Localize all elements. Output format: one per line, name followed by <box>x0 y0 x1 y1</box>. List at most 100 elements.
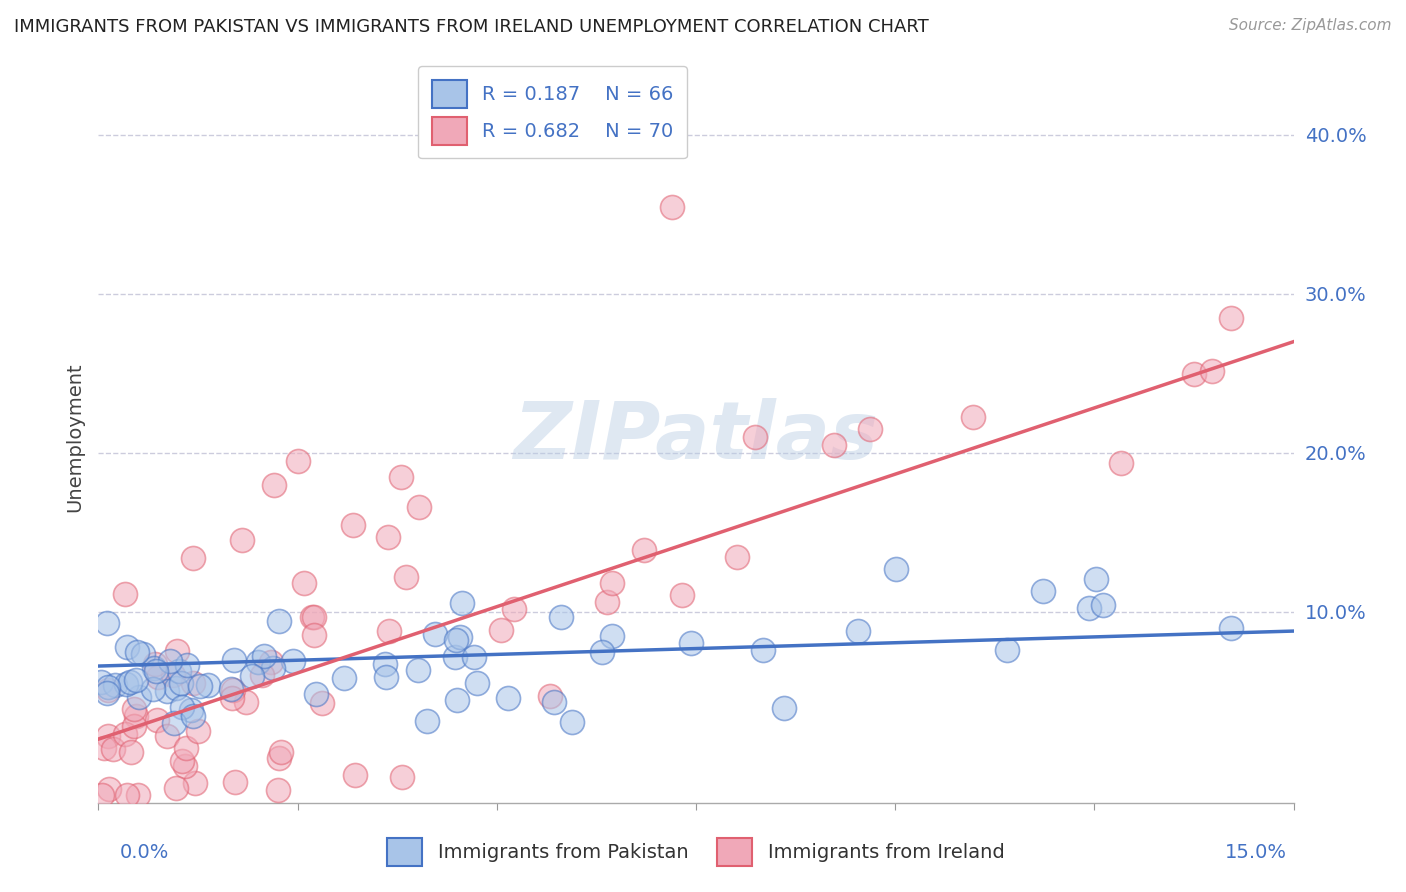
Point <box>344 768 367 782</box>
Point <box>97 683 120 698</box>
Point <box>250 668 273 682</box>
Point <box>374 657 396 672</box>
Point <box>125 673 148 687</box>
Point <box>114 727 136 741</box>
Point <box>600 576 623 591</box>
Point <box>183 676 205 690</box>
Point <box>122 702 145 716</box>
Point <box>270 745 292 759</box>
Y-axis label: Unemployment: Unemployment <box>66 362 84 512</box>
Point <box>253 649 276 664</box>
Point <box>408 500 430 515</box>
Point <box>176 658 198 673</box>
Point <box>262 661 284 675</box>
Point <box>170 754 193 768</box>
Point <box>224 775 246 789</box>
Point <box>167 664 190 678</box>
Point <box>162 668 184 682</box>
Point <box>391 771 413 785</box>
Point <box>156 729 179 743</box>
Point <box>463 650 485 665</box>
Point <box>114 677 136 691</box>
Point <box>281 654 304 668</box>
Point <box>304 628 326 642</box>
Point <box>591 645 613 659</box>
Text: Source: ZipAtlas.com: Source: ZipAtlas.com <box>1229 18 1392 33</box>
Point <box>1092 598 1115 612</box>
Point <box>145 665 167 679</box>
Point <box>491 623 513 637</box>
Point <box>305 687 328 701</box>
Point <box>377 530 399 544</box>
Point <box>231 533 253 548</box>
Point <box>1219 310 1241 325</box>
Point <box>962 409 984 424</box>
Point <box>596 595 619 609</box>
Point <box>446 693 468 707</box>
Point <box>115 640 138 655</box>
Point <box>146 714 169 728</box>
Point <box>166 643 188 657</box>
Point <box>671 588 693 602</box>
Text: 15.0%: 15.0% <box>1225 843 1286 862</box>
Point <box>170 675 193 690</box>
Point <box>183 708 205 723</box>
Point <box>378 624 401 638</box>
Point <box>1219 621 1241 635</box>
Point <box>188 679 211 693</box>
Point <box>143 657 166 672</box>
Point <box>661 200 683 214</box>
Point <box>120 745 142 759</box>
Point <box>444 649 467 664</box>
Point <box>374 670 396 684</box>
Point <box>538 689 561 703</box>
Point <box>96 616 118 631</box>
Point <box>859 422 882 436</box>
Point <box>165 681 187 695</box>
Point <box>132 647 155 661</box>
Point <box>1085 572 1108 586</box>
Point <box>543 695 565 709</box>
Point <box>163 715 186 730</box>
Point <box>561 715 583 730</box>
Point <box>752 643 775 657</box>
Point <box>1182 367 1205 381</box>
Point <box>311 696 333 710</box>
Point <box>170 700 193 714</box>
Point <box>97 680 120 694</box>
Point <box>115 788 138 802</box>
Point <box>174 759 197 773</box>
Point <box>449 630 471 644</box>
Point <box>423 626 446 640</box>
Point <box>127 788 149 802</box>
Point <box>600 629 623 643</box>
Point <box>292 575 315 590</box>
Point <box>1201 364 1223 378</box>
Point <box>96 686 118 700</box>
Point <box>496 691 519 706</box>
Point <box>772 701 794 715</box>
Point <box>884 562 907 576</box>
Point <box>181 551 204 566</box>
Point <box>240 669 263 683</box>
Point <box>143 661 166 675</box>
Point <box>97 730 120 744</box>
Point <box>114 587 136 601</box>
Point <box>165 781 187 796</box>
Point <box>269 614 291 628</box>
Point <box>263 477 285 491</box>
Point <box>159 654 181 668</box>
Point <box>98 782 121 797</box>
Point <box>681 636 703 650</box>
Point <box>389 470 412 484</box>
Legend: Immigrants from Pakistan, Immigrants from Ireland: Immigrants from Pakistan, Immigrants fro… <box>380 830 1012 873</box>
Point <box>260 655 283 669</box>
Point <box>122 719 145 733</box>
Point <box>503 602 526 616</box>
Point <box>1032 584 1054 599</box>
Point <box>104 678 127 692</box>
Point <box>342 517 364 532</box>
Point <box>103 742 125 756</box>
Point <box>725 550 748 565</box>
Text: IMMIGRANTS FROM PAKISTAN VS IMMIGRANTS FROM IRELAND UNEMPLOYMENT CORRELATION CHA: IMMIGRANTS FROM PAKISTAN VS IMMIGRANTS F… <box>14 18 929 36</box>
